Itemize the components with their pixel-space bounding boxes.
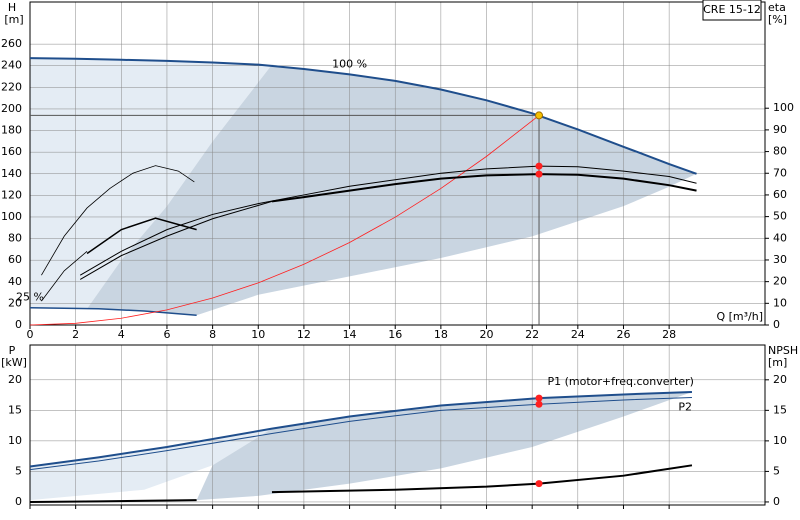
curve [79,200,273,280]
x-tick-label: 10 [251,328,265,341]
y-tick-label: 0 [15,318,22,331]
y2-tick-label: 70 [773,166,787,179]
region [87,64,697,316]
region [30,428,272,501]
y-unit: [kW] [1,356,27,369]
curve-label: 25 % [16,291,44,304]
x-tick-label: 18 [434,328,448,341]
y-tick-label: 5 [15,464,22,477]
model-label: CRE 15-12 [703,3,761,16]
curve [271,464,693,494]
y2-tick-label: 90 [773,123,787,136]
curve [29,115,540,326]
curve [29,499,197,503]
y2-tick-label: 5 [773,464,780,477]
plot-frame [29,344,766,506]
y-tick-label: 15 [8,403,22,416]
x-tick-label: 12 [297,328,311,341]
y2-tick-label: 10 [773,434,787,447]
y2-label: NPSH [768,344,798,357]
x-tick-label: 0 [27,328,34,341]
y2-unit: [m] [768,356,787,369]
curve [29,306,197,317]
x-tick-label: 20 [480,328,494,341]
y-label: P [9,344,16,357]
y-tick-label: 20 [8,373,22,386]
curve-label: 100 % [332,57,367,70]
y2-tick-label: 30 [773,253,787,266]
y2-tick-label: 0 [773,318,780,331]
region [30,58,272,309]
y-tick-label: 140 [1,167,22,180]
duty-point [535,111,544,120]
y2-tick-label: 15 [773,403,787,416]
duty-point [535,400,543,408]
y2-tick-label: 50 [773,210,787,223]
y-unit: [m] [4,13,23,26]
x-tick-label: 8 [209,328,216,341]
model-box [702,0,762,21]
x-tick-label: 28 [662,328,676,341]
y-label: H [8,1,16,14]
y-tick-label: 180 [1,124,22,137]
y2-tick-label: 0 [773,495,780,508]
y-tick-label: 0 [15,495,22,508]
curve [41,165,195,276]
y-tick-label: 260 [1,37,22,50]
x-tick-label: 2 [72,328,79,341]
x-tick-label: 4 [118,328,125,341]
duty-point [535,394,543,402]
y-tick-label: 220 [1,80,22,93]
duty-point [535,480,543,488]
y2-tick-label: 60 [773,188,787,201]
curve [271,173,697,203]
region [196,392,692,501]
x-label: Q [m³/h] [716,310,763,323]
y2-tick-label: 40 [773,231,787,244]
curve-label: P2 [678,401,692,414]
x-tick-label: 6 [163,328,170,341]
y-tick-label: 60 [8,253,22,266]
x-tick-label: 24 [571,328,585,341]
curve [79,165,697,276]
duty-point [535,170,543,178]
y-tick-label: 80 [8,232,22,245]
y2-tick-label: 80 [773,145,787,158]
plot-frame [29,1,766,326]
x-tick-label: 16 [388,328,402,341]
y-tick-label: 200 [1,102,22,115]
y-tick-label: 100 [1,210,22,223]
x-tick-label: 14 [343,328,357,341]
y-tick-label: 160 [1,145,22,158]
curve-label: P1 (motor+freq.converter) [547,375,694,388]
x-tick-label: 22 [525,328,539,341]
curve [29,391,692,468]
curve [41,250,88,302]
duty-point [535,162,543,170]
y2-label: eta [768,1,786,14]
curve [29,57,697,175]
curve [29,397,692,471]
y2-tick-label: 100 [773,101,794,114]
y-tick-label: 20 [8,296,22,309]
y2-tick-label: 10 [773,296,787,309]
y2-tick-label: 20 [773,275,787,288]
curve [86,217,197,255]
y2-unit: [%] [768,13,787,26]
x-tick-label: 26 [616,328,630,341]
y-tick-label: 10 [8,434,22,447]
y2-tick-label: 20 [773,373,787,386]
y-tick-label: 240 [1,59,22,72]
y-tick-label: 40 [8,275,22,288]
y-tick-label: 120 [1,188,22,201]
